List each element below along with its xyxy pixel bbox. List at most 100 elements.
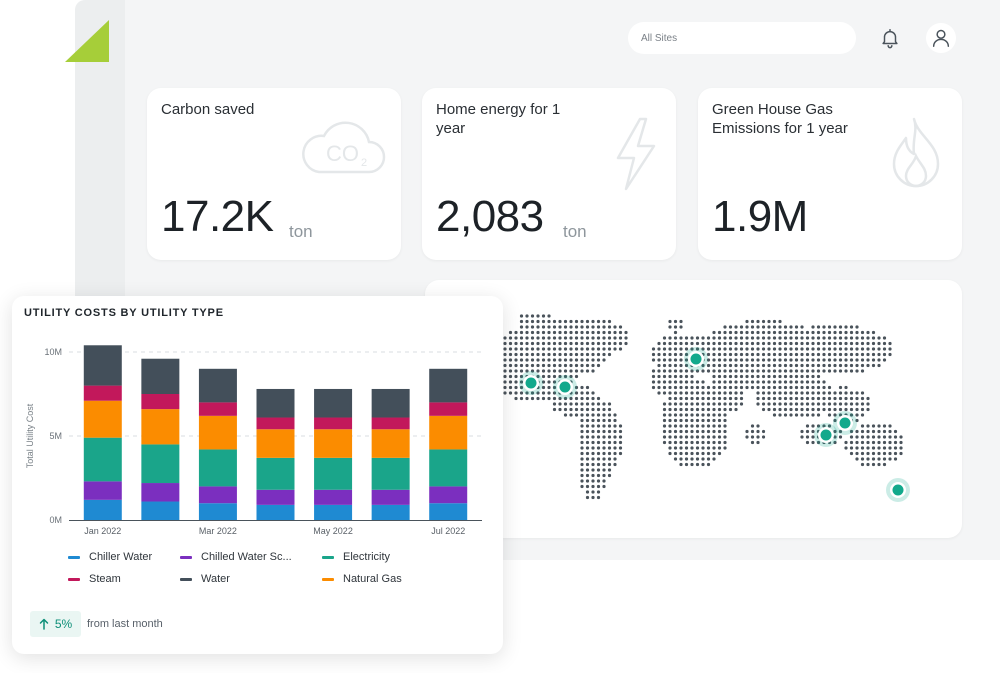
map-dot	[574, 369, 579, 373]
map-dot	[866, 440, 870, 445]
map-dot	[706, 407, 711, 412]
bar-segment[interactable]	[371, 504, 410, 520]
bar-segment[interactable]	[314, 417, 353, 430]
bar-segment[interactable]	[83, 481, 122, 500]
map-dot	[569, 363, 573, 368]
map-dot	[849, 396, 854, 401]
bar-segment[interactable]	[429, 449, 468, 487]
bar-segment[interactable]	[314, 504, 353, 520]
map-dot	[849, 341, 854, 346]
location-marker[interactable]	[839, 417, 851, 429]
user-account-button[interactable]	[926, 23, 956, 53]
bar-segment[interactable]	[141, 394, 180, 410]
bar-segment[interactable]	[256, 417, 295, 430]
map-dot	[596, 446, 601, 450]
bar-segment[interactable]	[141, 444, 180, 484]
map-dot	[607, 424, 612, 428]
bar-segment[interactable]	[256, 504, 295, 520]
map-dot	[530, 330, 535, 335]
map-dot	[789, 369, 793, 373]
map-dot	[701, 424, 705, 428]
bar-segment[interactable]	[198, 368, 237, 403]
map-dot	[519, 325, 524, 329]
bar-segment[interactable]	[371, 457, 410, 490]
map-dot	[706, 352, 711, 357]
map-dot	[596, 451, 601, 456]
map-dot	[624, 341, 628, 346]
map-dot	[723, 330, 727, 335]
bar-segment[interactable]	[314, 429, 353, 458]
map-dot	[855, 358, 859, 362]
bar-segment[interactable]	[141, 483, 180, 502]
bar-segment[interactable]	[83, 345, 122, 386]
map-dot	[789, 380, 793, 384]
map-dot	[547, 314, 551, 318]
bar-segment[interactable]	[429, 368, 468, 403]
map-dot	[767, 402, 771, 406]
map-dot	[871, 462, 876, 467]
bar-segment[interactable]	[198, 402, 237, 416]
bar-segment[interactable]	[429, 402, 468, 416]
bar-segment[interactable]	[141, 358, 180, 394]
bar-segment[interactable]	[198, 449, 237, 487]
bar-segment[interactable]	[141, 409, 180, 445]
map-dot	[728, 391, 733, 395]
bar-segment[interactable]	[83, 437, 122, 482]
bar-segment[interactable]	[256, 388, 295, 418]
map-dot	[530, 336, 535, 340]
map-dot	[811, 413, 815, 417]
bar-segment[interactable]	[429, 503, 468, 520]
bar-segment[interactable]	[256, 429, 295, 458]
notifications-button[interactable]	[876, 24, 904, 52]
map-dot	[657, 358, 661, 362]
map-dot	[668, 363, 672, 368]
map-dot	[827, 424, 832, 428]
bar-segment[interactable]	[83, 499, 122, 520]
legend-item[interactable]: Steam	[68, 573, 121, 585]
map-dot	[717, 330, 722, 335]
map-dot	[712, 407, 716, 412]
legend-item[interactable]: Chilled Water Sc...	[180, 551, 292, 563]
map-dot	[706, 336, 711, 340]
location-marker[interactable]	[820, 429, 832, 441]
bar-segment[interactable]	[371, 388, 410, 418]
bar-segment[interactable]	[198, 503, 237, 520]
map-dot	[552, 352, 557, 357]
bar-segment[interactable]	[83, 400, 122, 438]
legend-item[interactable]: Water	[180, 573, 230, 585]
bar-segment[interactable]	[256, 489, 295, 505]
bar-segment[interactable]	[314, 388, 353, 418]
bar-segment[interactable]	[198, 415, 237, 450]
map-dot	[673, 407, 678, 412]
map-dot	[602, 347, 606, 351]
site-selector-input[interactable]	[628, 22, 856, 54]
bar-segment[interactable]	[198, 486, 237, 504]
bar-segment[interactable]	[83, 385, 122, 401]
map-dot	[618, 341, 623, 346]
map-dot	[684, 457, 689, 461]
map-dot	[805, 391, 810, 395]
bar-segment[interactable]	[371, 489, 410, 505]
bar-segment[interactable]	[141, 501, 180, 520]
bar-segment[interactable]	[314, 489, 353, 505]
bar-segment[interactable]	[371, 417, 410, 430]
location-marker[interactable]	[892, 484, 904, 496]
location-marker[interactable]	[559, 381, 571, 393]
map-dot	[783, 336, 788, 340]
location-marker[interactable]	[525, 377, 537, 389]
legend-item[interactable]: Chiller Water	[68, 551, 152, 563]
map-dot	[536, 325, 540, 329]
bar-segment[interactable]	[256, 457, 295, 490]
map-dot	[767, 363, 771, 368]
bar-segment[interactable]	[314, 457, 353, 490]
location-marker[interactable]	[690, 353, 702, 365]
map-dot	[602, 468, 606, 472]
map-dot	[745, 352, 749, 357]
bar-segment[interactable]	[429, 415, 468, 450]
legend-item[interactable]: Natural Gas	[322, 573, 402, 585]
map-dot	[750, 435, 755, 439]
bar-segment[interactable]	[429, 486, 468, 504]
bar-segment[interactable]	[371, 429, 410, 458]
legend-item[interactable]: Electricity	[322, 551, 390, 563]
map-dot	[706, 424, 711, 428]
